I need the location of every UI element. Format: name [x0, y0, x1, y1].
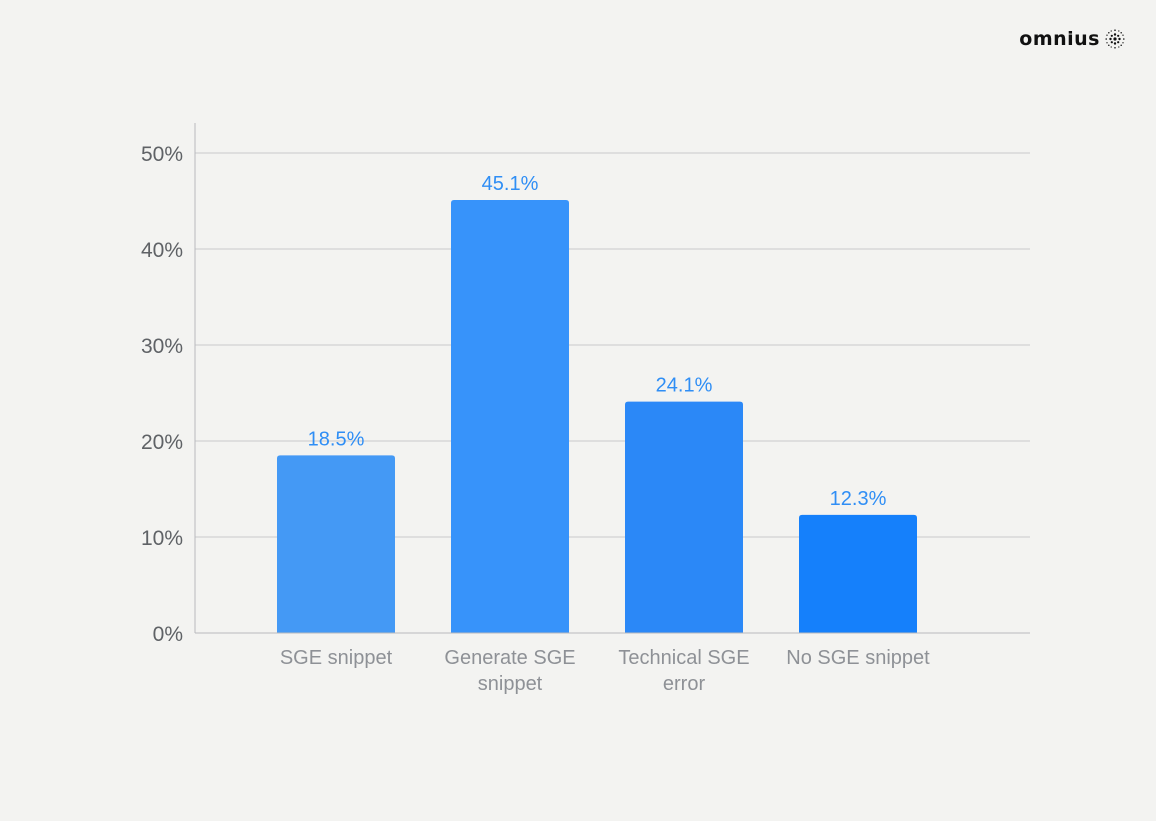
category-label: No SGE snippet [786, 647, 930, 669]
category-label: error [663, 673, 706, 695]
category-label: snippet [478, 673, 543, 695]
value-label: 12.3% [830, 488, 887, 510]
value-labels: 18.5% 45.1% 24.1% 12.3% [308, 173, 887, 510]
dotted-sphere-icon [1105, 29, 1125, 49]
value-label: 24.1% [656, 375, 713, 397]
value-label: 45.1% [482, 173, 539, 195]
bars [277, 200, 917, 634]
category-label: SGE snippet [280, 647, 393, 669]
bar [451, 200, 569, 634]
category-label: Technical SGE [618, 647, 749, 669]
y-tick-label: 50% [141, 143, 183, 166]
y-tick-label: 0% [153, 623, 183, 646]
category-labels: SGE snippet Generate SGE snippet Technical … [280, 647, 930, 695]
bar [625, 401, 743, 633]
y-tick-label: 30% [141, 335, 183, 358]
brand-name: omnius [1019, 28, 1100, 50]
y-tick-label: 40% [141, 239, 183, 262]
y-axis-ticks: 0% 10% 20% 30% 40% 50% [141, 143, 183, 646]
gridlines [195, 152, 1030, 538]
bar [799, 514, 917, 633]
category-label: Generate SGE [444, 647, 575, 669]
y-tick-label: 20% [141, 431, 183, 454]
axes [194, 123, 1030, 634]
bar [277, 455, 395, 633]
brand-logo: omnius [1019, 28, 1126, 50]
y-tick-label: 10% [141, 527, 183, 550]
value-label: 18.5% [308, 428, 365, 450]
